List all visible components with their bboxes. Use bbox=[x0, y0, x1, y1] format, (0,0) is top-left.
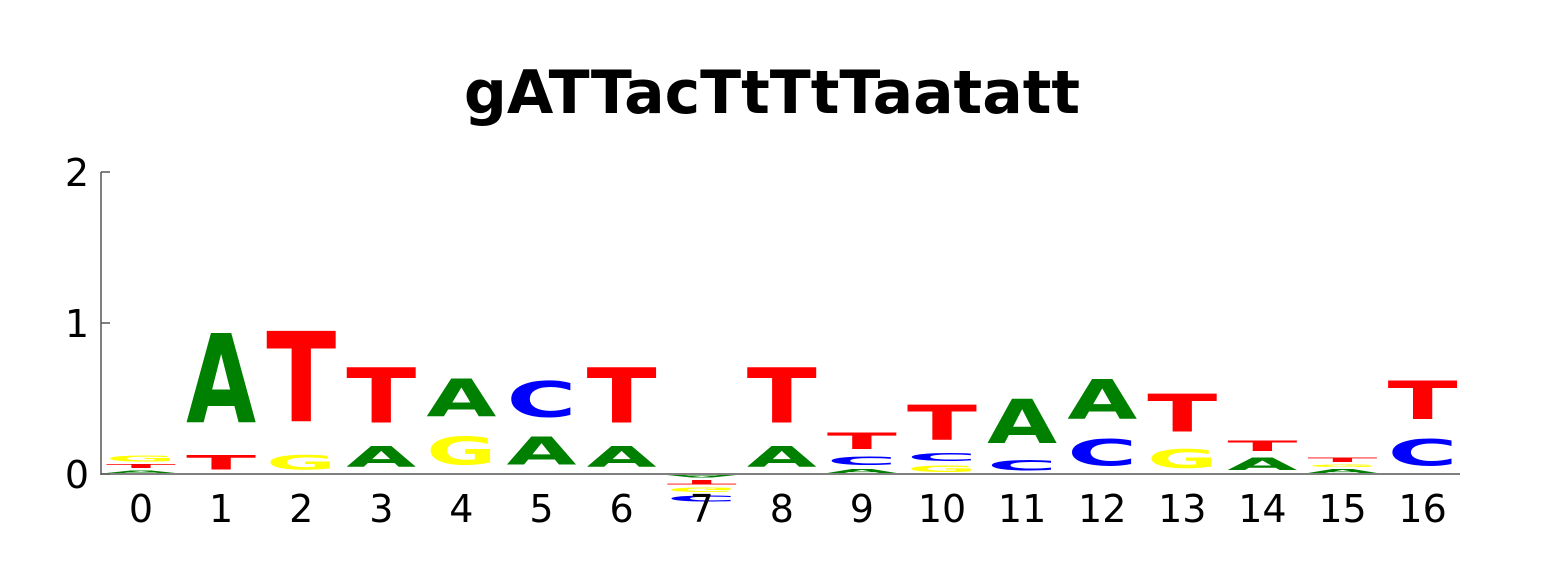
x-tick-label: 6 bbox=[610, 487, 634, 531]
x-tick-label: 9 bbox=[850, 487, 874, 531]
logo-letter-C: C bbox=[827, 455, 897, 469]
logo-letter-T: T bbox=[907, 396, 978, 451]
logo-letter-A: A bbox=[1308, 468, 1379, 474]
logo-letter-C: C bbox=[907, 451, 977, 463]
x-tick-label: 15 bbox=[1318, 487, 1366, 531]
logo-letter-A: A bbox=[426, 369, 496, 429]
logo-letter-G: G bbox=[907, 464, 977, 474]
logo-letter-G: G bbox=[1147, 444, 1217, 474]
logo-letter-T: T bbox=[1388, 370, 1458, 432]
logo-letter-T: T bbox=[1147, 384, 1217, 444]
logo-letter-G: G bbox=[1308, 464, 1378, 468]
logo-letter-A: A bbox=[587, 441, 657, 474]
logo-letter-T: T bbox=[266, 306, 336, 451]
logo-letter-A: A bbox=[827, 468, 898, 474]
logo-letter-A: A bbox=[106, 470, 177, 474]
logo-letter-G: G bbox=[266, 452, 336, 475]
logo-letter-G: G bbox=[667, 486, 737, 493]
logo-letter-C: C bbox=[1388, 432, 1458, 474]
y-tick-label: 0 bbox=[65, 453, 89, 497]
logo-letter-A: A bbox=[186, 309, 256, 451]
logo-letter-A: A bbox=[667, 474, 738, 478]
logo-letter-C: C bbox=[507, 372, 577, 429]
logo-letter-T: T bbox=[587, 353, 657, 441]
x-tick-label: 0 bbox=[129, 487, 153, 531]
x-tick-label: 13 bbox=[1158, 487, 1206, 531]
logo-letter-A: A bbox=[346, 441, 416, 474]
logo-letter-T: T bbox=[667, 478, 738, 485]
logo-letter-T: T bbox=[827, 429, 898, 454]
x-tick-label: 10 bbox=[918, 487, 966, 531]
logo-letter-A: A bbox=[1067, 369, 1137, 432]
logo-letter-G: G bbox=[106, 455, 176, 464]
x-tick-label: 7 bbox=[690, 487, 714, 531]
logo-letter-T: T bbox=[106, 464, 177, 470]
x-tick-label: 8 bbox=[770, 487, 794, 531]
y-tick-label: 1 bbox=[65, 302, 89, 346]
logo-letter-A: A bbox=[507, 429, 577, 474]
x-tick-label: 5 bbox=[529, 487, 553, 531]
x-tick-label: 11 bbox=[998, 487, 1046, 531]
logo-letter-A: A bbox=[747, 441, 817, 474]
x-tick-label: 1 bbox=[209, 487, 233, 531]
x-tick-label: 2 bbox=[289, 487, 313, 531]
logo-letter-C: C bbox=[1067, 432, 1137, 474]
logo-letter-A: A bbox=[987, 388, 1057, 458]
logo-letter-G: G bbox=[426, 429, 496, 474]
y-tick-labels: 0 1 2 bbox=[65, 151, 110, 497]
logo-letter-T: T bbox=[1308, 456, 1379, 463]
logo-letter-T: T bbox=[346, 353, 416, 441]
logo-letter-T: T bbox=[186, 452, 256, 475]
x-tick-label: 14 bbox=[1238, 487, 1286, 531]
x-tick-label: 12 bbox=[1078, 487, 1126, 531]
y-tick-label: 2 bbox=[65, 151, 89, 195]
logo-letter-A: A bbox=[1227, 455, 1297, 474]
x-tick-labels: 0 1 2 3 4 5 6 7 8 9 10 11 12 13 14 15 16 bbox=[129, 487, 1447, 531]
x-tick-label: 4 bbox=[449, 487, 473, 531]
logo-letter-C: C bbox=[987, 458, 1057, 474]
x-tick-label: 3 bbox=[369, 487, 393, 531]
chart-title: gATTacTtTtTaatatt bbox=[464, 58, 1080, 128]
x-tick-label: 16 bbox=[1398, 487, 1446, 531]
logo-letter-C: C bbox=[667, 494, 737, 503]
logo-letter-T: T bbox=[1227, 438, 1297, 454]
logo-letter-T: T bbox=[747, 353, 817, 441]
